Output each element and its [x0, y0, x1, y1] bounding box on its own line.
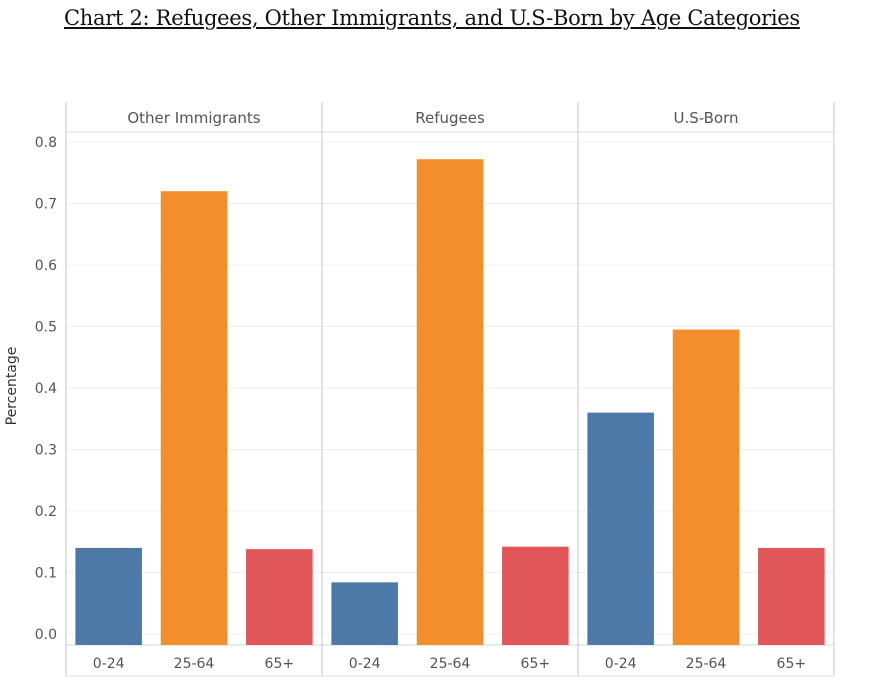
y-tick-label: 0.8 — [35, 135, 57, 151]
y-tick-label: 0.1 — [35, 566, 57, 582]
panel-header: U.S-Born — [673, 109, 738, 127]
bar-0-24 — [331, 582, 398, 645]
y-tick-label: 0.4 — [35, 381, 57, 397]
chart-title: Chart 2: Refugees, Other Immigrants, and… — [64, 6, 800, 30]
x-tick-label: 0-24 — [605, 656, 637, 672]
bar-65+ — [246, 549, 313, 645]
bars — [75, 159, 825, 645]
bar-25-64 — [416, 159, 484, 645]
bar-65+ — [758, 547, 825, 645]
x-tick-label: 25-64 — [686, 656, 727, 672]
x-tick-label: 65+ — [265, 656, 295, 672]
y-tick-label: 0.6 — [35, 258, 57, 274]
panel-header: Other Immigrants — [127, 109, 260, 127]
y-tick-label: 0.3 — [35, 443, 57, 459]
panel-header: Refugees — [415, 109, 485, 127]
y-tick-label: 0.0 — [35, 627, 57, 643]
bar-0-24 — [75, 547, 142, 645]
x-tick-label: 65+ — [777, 656, 807, 672]
x-tick-label: 0-24 — [349, 656, 381, 672]
bar-0-24 — [587, 412, 654, 645]
bar-65+ — [502, 546, 569, 645]
x-tick-label: 25-64 — [430, 656, 471, 672]
labels: 0.0 0.1 0.2 0.3 0.4 0.5 0.6 0.7 0.8 Other Immigra… — [35, 109, 806, 672]
x-tick-label: 65+ — [521, 656, 551, 672]
x-tick-label: 0-24 — [93, 656, 125, 672]
bar-25-64 — [160, 191, 228, 645]
y-tick-label: 0.2 — [35, 504, 57, 520]
x-tick-label: 25-64 — [174, 656, 215, 672]
y-tick-label: 0.7 — [35, 197, 57, 213]
y-axis-title: Percentage — [4, 347, 20, 426]
bar-25-64 — [672, 329, 740, 645]
y-tick-label: 0.5 — [35, 320, 57, 336]
